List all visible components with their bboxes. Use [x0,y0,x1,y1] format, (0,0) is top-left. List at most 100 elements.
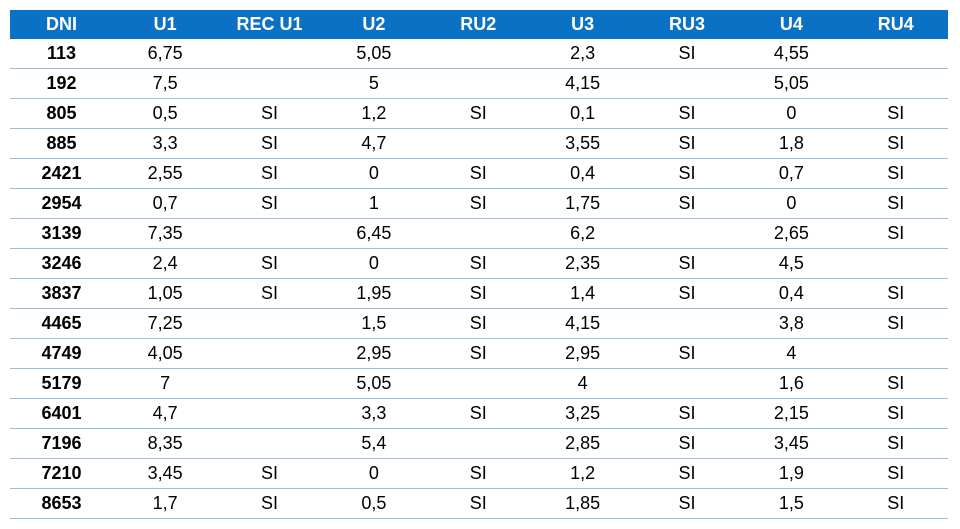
grade-cell-u2[interactable]: 0 [321,158,427,189]
column-header-u4[interactable]: U4 [739,10,844,39]
dni-cell[interactable]: 3837 [10,278,113,309]
grade-cell-u1[interactable]: 2,55 [113,158,218,189]
grade-cell-u3[interactable]: 2,95 [530,338,635,369]
grade-cell-u3[interactable]: 1,85 [530,488,635,519]
column-header-ru3[interactable]: RU3 [634,10,740,39]
grade-cell-u2[interactable]: 0 [321,248,427,279]
grade-cell-u4[interactable]: 5,05 [739,68,844,99]
grade-cell-ru2[interactable]: SI [426,398,531,429]
grade-cell-rec-u1[interactable] [217,338,322,369]
grade-cell-ru4[interactable]: SI [843,428,948,459]
grade-cell-ru3[interactable]: SI [634,338,740,369]
dni-cell[interactable]: 2421 [10,158,113,189]
grade-cell-ru4[interactable]: SI [843,188,948,219]
grade-cell-u4[interactable]: 4,55 [739,39,844,69]
grade-cell-ru4[interactable]: SI [843,158,948,189]
grade-cell-ru3[interactable]: SI [634,428,740,459]
grade-cell-ru3[interactable]: SI [634,98,740,129]
grade-cell-ru3[interactable]: SI [634,488,740,519]
dni-cell[interactable]: 7210 [10,458,113,489]
grade-cell-ru2[interactable]: SI [426,308,531,339]
grade-cell-ru4[interactable]: SI [843,98,948,129]
grade-cell-ru3[interactable]: SI [634,248,740,279]
dni-cell[interactable]: 3246 [10,248,113,279]
grade-cell-ru4[interactable] [843,68,948,99]
grade-cell-ru4[interactable]: SI [843,368,948,399]
grade-cell-rec-u1[interactable]: SI [217,278,322,309]
grade-cell-rec-u1[interactable] [217,39,322,69]
grade-cell-ru3[interactable]: SI [634,278,740,309]
grade-cell-u1[interactable]: 0,5 [113,98,218,129]
grade-cell-ru3[interactable]: SI [634,188,740,219]
grade-cell-u3[interactable]: 1,4 [530,278,635,309]
dni-cell[interactable]: 7196 [10,428,113,459]
grade-cell-u2[interactable]: 6,45 [321,218,427,249]
grade-cell-u2[interactable]: 1,2 [321,98,427,129]
grade-cell-ru4[interactable]: SI [843,308,948,339]
grade-cell-ru2[interactable] [426,428,531,459]
column-header-rec-u1[interactable]: REC U1 [217,10,322,39]
grade-cell-ru2[interactable] [426,218,531,249]
dni-cell[interactable]: 4749 [10,338,113,369]
grade-cell-u1[interactable]: 4,05 [113,338,218,369]
grade-cell-u3[interactable]: 3,25 [530,398,635,429]
grade-cell-rec-u1[interactable]: SI [217,248,322,279]
grade-cell-ru4[interactable]: SI [843,458,948,489]
grade-cell-ru3[interactable] [634,308,740,339]
grade-cell-u3[interactable]: 1,75 [530,188,635,219]
grade-cell-ru4[interactable]: SI [843,128,948,159]
grade-cell-u3[interactable]: 4 [530,368,635,399]
grade-cell-ru2[interactable]: SI [426,188,531,219]
grade-cell-u2[interactable]: 1,95 [321,278,427,309]
grade-cell-u4[interactable]: 4 [739,338,844,369]
grade-cell-ru4[interactable] [843,338,948,369]
grade-cell-u2[interactable]: 4,7 [321,128,427,159]
grade-cell-u3[interactable]: 4,15 [530,68,635,99]
grade-cell-u4[interactable]: 0 [739,98,844,129]
grade-cell-u1[interactable]: 1,05 [113,278,218,309]
grade-cell-u4[interactable]: 0,7 [739,158,844,189]
grade-cell-u1[interactable]: 7,35 [113,218,218,249]
dni-cell[interactable]: 5179 [10,368,113,399]
dni-cell[interactable]: 4465 [10,308,113,339]
dni-cell[interactable]: 3139 [10,218,113,249]
grade-cell-u3[interactable]: 0,1 [530,98,635,129]
grade-cell-rec-u1[interactable] [217,308,322,339]
grade-cell-u2[interactable]: 3,3 [321,398,427,429]
grade-cell-ru3[interactable] [634,218,740,249]
grade-cell-ru2[interactable] [426,368,531,399]
grade-cell-u1[interactable]: 7,5 [113,68,218,99]
grade-cell-ru2[interactable] [426,128,531,159]
grade-cell-u4[interactable]: 1,6 [739,368,844,399]
grade-cell-rec-u1[interactable]: SI [217,488,322,519]
grade-cell-u2[interactable]: 1 [321,188,427,219]
grade-cell-u4[interactable]: 1,9 [739,458,844,489]
column-header-ru2[interactable]: RU2 [426,10,531,39]
grade-cell-ru4[interactable]: SI [843,398,948,429]
grade-cell-u2[interactable]: 5,05 [321,39,427,69]
grade-cell-ru3[interactable] [634,68,740,99]
grade-cell-u2[interactable]: 5,05 [321,368,427,399]
grade-cell-u4[interactable]: 2,15 [739,398,844,429]
dni-cell[interactable]: 885 [10,128,113,159]
grade-cell-u1[interactable]: 2,4 [113,248,218,279]
grade-cell-u2[interactable]: 0 [321,458,427,489]
grade-cell-u2[interactable]: 2,95 [321,338,427,369]
grade-cell-u1[interactable]: 8,35 [113,428,218,459]
grade-cell-ru3[interactable]: SI [634,458,740,489]
grade-cell-ru4[interactable] [843,248,948,279]
grade-cell-u4[interactable]: 4,5 [739,248,844,279]
grade-cell-u3[interactable]: 4,15 [530,308,635,339]
grade-cell-rec-u1[interactable] [217,428,322,459]
grade-cell-u4[interactable]: 3,8 [739,308,844,339]
grade-cell-ru2[interactable]: SI [426,338,531,369]
column-header-u3[interactable]: U3 [530,10,635,39]
grade-cell-u3[interactable]: 2,35 [530,248,635,279]
grade-cell-rec-u1[interactable] [217,368,322,399]
grade-cell-rec-u1[interactable]: SI [217,158,322,189]
grade-cell-u3[interactable]: 2,3 [530,39,635,69]
grade-cell-rec-u1[interactable] [217,398,322,429]
grade-cell-u2[interactable]: 5 [321,68,427,99]
grade-cell-u1[interactable]: 3,3 [113,128,218,159]
grade-cell-u1[interactable]: 0,7 [113,188,218,219]
